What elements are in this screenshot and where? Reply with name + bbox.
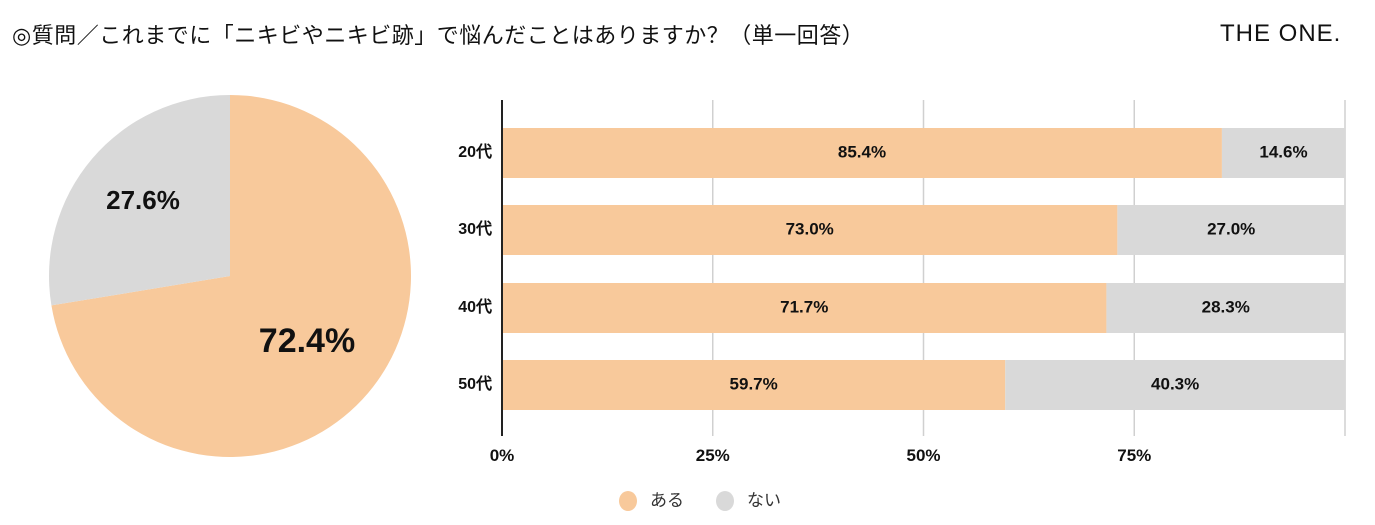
y-category-label: 20代 bbox=[458, 142, 492, 161]
y-category-label: 30代 bbox=[458, 219, 492, 238]
bar-segment-no bbox=[1117, 205, 1345, 255]
x-tick-label: 50% bbox=[906, 446, 940, 465]
pie-slice-yes bbox=[51, 95, 411, 457]
pie-slice-no bbox=[48, 95, 231, 306]
pie-label: 72.4% bbox=[259, 322, 355, 360]
bar-value-label: 73.0% bbox=[786, 219, 834, 238]
x-tick-label: 25% bbox=[696, 446, 730, 465]
legend-swatch bbox=[716, 491, 734, 511]
bar-segment-no bbox=[1221, 128, 1345, 178]
bar-segment-no bbox=[1106, 283, 1345, 333]
brand-logo: THE ONE. bbox=[1220, 20, 1342, 47]
bar-value-label: 40.3% bbox=[1151, 374, 1199, 393]
bar-value-label: 59.7% bbox=[730, 374, 778, 393]
legend-swatch bbox=[619, 491, 637, 511]
y-category-label: 50代 bbox=[458, 374, 492, 393]
bar-value-label: 28.3% bbox=[1202, 297, 1250, 316]
bar-value-label: 85.4% bbox=[838, 142, 886, 161]
legend-label: ある bbox=[650, 491, 684, 511]
x-tick-label: 0% bbox=[490, 446, 515, 465]
x-tick-label: 75% bbox=[1117, 446, 1151, 465]
y-category-label: 40代 bbox=[458, 297, 492, 316]
bar-segment-yes bbox=[502, 128, 1222, 178]
bar-segment-yes bbox=[502, 283, 1107, 333]
bar-segment-yes bbox=[502, 360, 1006, 410]
bar-segment-no bbox=[1005, 360, 1345, 410]
legend-label: ない bbox=[747, 491, 781, 511]
bar-value-label: 27.0% bbox=[1207, 219, 1255, 238]
bar-value-label: 14.6% bbox=[1259, 142, 1307, 161]
bar-value-label: 71.7% bbox=[780, 297, 828, 316]
page-title: ◎質問／これまでに「ニキビやニキビ跡」で悩んだことはありますか？（単一回答） bbox=[12, 24, 865, 49]
pie-label: 27.6% bbox=[106, 185, 180, 215]
bar-segment-yes bbox=[502, 205, 1118, 255]
